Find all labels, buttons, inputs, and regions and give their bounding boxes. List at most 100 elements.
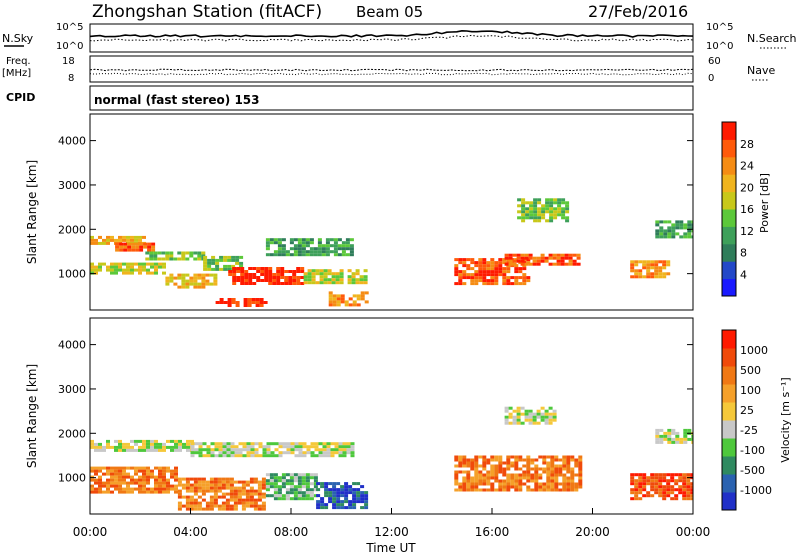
heatmap-cell	[667, 226, 672, 230]
heatmap-cell	[110, 265, 114, 269]
heatmap-cell	[474, 455, 479, 459]
heatmap-cell	[363, 269, 368, 273]
colorbar-swatch	[722, 438, 736, 457]
heatmap-cell	[666, 488, 671, 492]
heatmap-cell	[261, 504, 266, 508]
heatmap-cell	[315, 272, 320, 276]
heatmap-cell	[106, 490, 110, 494]
heatmap-cell	[671, 428, 676, 432]
cpid-text: normal (fast stereo) 153	[94, 93, 260, 107]
heatmap-cell	[173, 282, 178, 286]
heatmap-cell	[494, 455, 499, 459]
heatmap-cell	[482, 464, 487, 468]
heatmap-cell	[222, 454, 227, 458]
heatmap-cell	[114, 439, 118, 443]
heatmap-cell	[94, 490, 98, 494]
heatmap-cell	[462, 458, 467, 462]
heatmap-cell	[259, 301, 264, 304]
heatmap-cell	[297, 482, 302, 486]
heatmap-cell	[530, 476, 535, 480]
nsearch-series-line	[89, 34, 694, 42]
heatmap-cell	[549, 201, 554, 205]
heatmap-cell	[178, 442, 182, 446]
heatmap-cell	[209, 282, 214, 286]
heatmap-cell	[102, 472, 106, 476]
heatmap-cell	[658, 485, 663, 489]
heatmap-cell	[123, 242, 128, 246]
heatmap-cell	[177, 257, 182, 261]
colorbar-tick-label: 4	[740, 268, 747, 281]
heatmap-cell	[217, 477, 222, 481]
heatmap-cell	[313, 494, 318, 498]
heatmap-cell	[521, 216, 526, 220]
heatmap-cell	[474, 264, 479, 268]
heatmap-cell	[545, 204, 550, 208]
freq-label-1: Freq.	[6, 56, 31, 67]
heatmap-cell	[221, 492, 226, 496]
heatmap-cell	[356, 491, 361, 495]
heatmap-cell	[174, 472, 178, 476]
heatmap-cell	[570, 476, 575, 480]
heatmap-cell	[347, 269, 352, 273]
heatmap-cell	[540, 412, 545, 416]
heatmap-cell	[546, 479, 551, 483]
heatmap-cell	[242, 445, 247, 449]
heatmap-cell	[252, 273, 257, 276]
heatmap-cell	[336, 497, 341, 501]
heatmap-cell	[667, 220, 672, 224]
heatmap-cell	[326, 454, 331, 458]
heatmap-cell	[642, 263, 647, 267]
heatmap-cell	[158, 475, 162, 479]
heatmap-cell	[189, 507, 194, 511]
heatmap-cell	[114, 487, 118, 491]
heatmap-cell	[305, 241, 310, 245]
heatmap-cell	[197, 480, 202, 484]
heatmap-cell	[106, 478, 110, 482]
heatmap-cell	[630, 266, 635, 270]
heatmap-cell	[338, 451, 343, 455]
heatmap-cell	[313, 482, 318, 486]
heatmap-cell	[566, 479, 571, 483]
heatmap-cell	[634, 275, 639, 279]
heatmap-cell	[170, 439, 174, 443]
heatmap-cell	[273, 473, 278, 477]
heatmap-cell	[122, 238, 126, 242]
heatmap-cell	[548, 262, 553, 266]
colorbar-tick-label: 16	[740, 203, 754, 216]
heatmap-cell	[494, 261, 499, 265]
heatmap-cell	[654, 491, 659, 495]
heatmap-cell	[662, 272, 667, 276]
heatmap-cell	[223, 258, 228, 262]
heatmap-cell	[178, 448, 182, 452]
heatmap-cell	[252, 276, 257, 279]
heatmap-cell	[655, 431, 660, 435]
heatmap-cell	[138, 262, 142, 266]
heatmap-cell	[237, 492, 242, 496]
heatmap-cell	[130, 238, 134, 242]
heatmap-cell	[236, 270, 241, 273]
heatmap-cell	[578, 458, 583, 462]
heatmap-cell	[292, 273, 297, 276]
heatmap-cell	[655, 440, 660, 444]
heatmap-cell	[138, 235, 142, 239]
heatmap-cell	[634, 485, 639, 489]
heatmap-cell	[98, 478, 102, 482]
heatmap-cell	[646, 491, 651, 495]
heatmap-cell	[174, 478, 178, 482]
heatmap-cell	[146, 442, 150, 446]
heatmap-cell	[315, 281, 320, 285]
heatmap-cell	[318, 442, 323, 446]
heatmap-cell	[458, 276, 463, 280]
heatmap-cell	[205, 480, 210, 484]
heatmap-cell	[494, 476, 499, 480]
heatmap-cell	[146, 268, 150, 272]
heatmap-cell	[122, 487, 126, 491]
heatmap-cell	[269, 494, 274, 498]
heatmap-cell	[566, 485, 571, 489]
heatmap-cell	[161, 251, 166, 255]
heatmap-cell	[290, 448, 295, 452]
heatmap-cell	[522, 476, 527, 480]
heatmap-cell	[344, 303, 349, 307]
heatmap-cell	[570, 482, 575, 486]
